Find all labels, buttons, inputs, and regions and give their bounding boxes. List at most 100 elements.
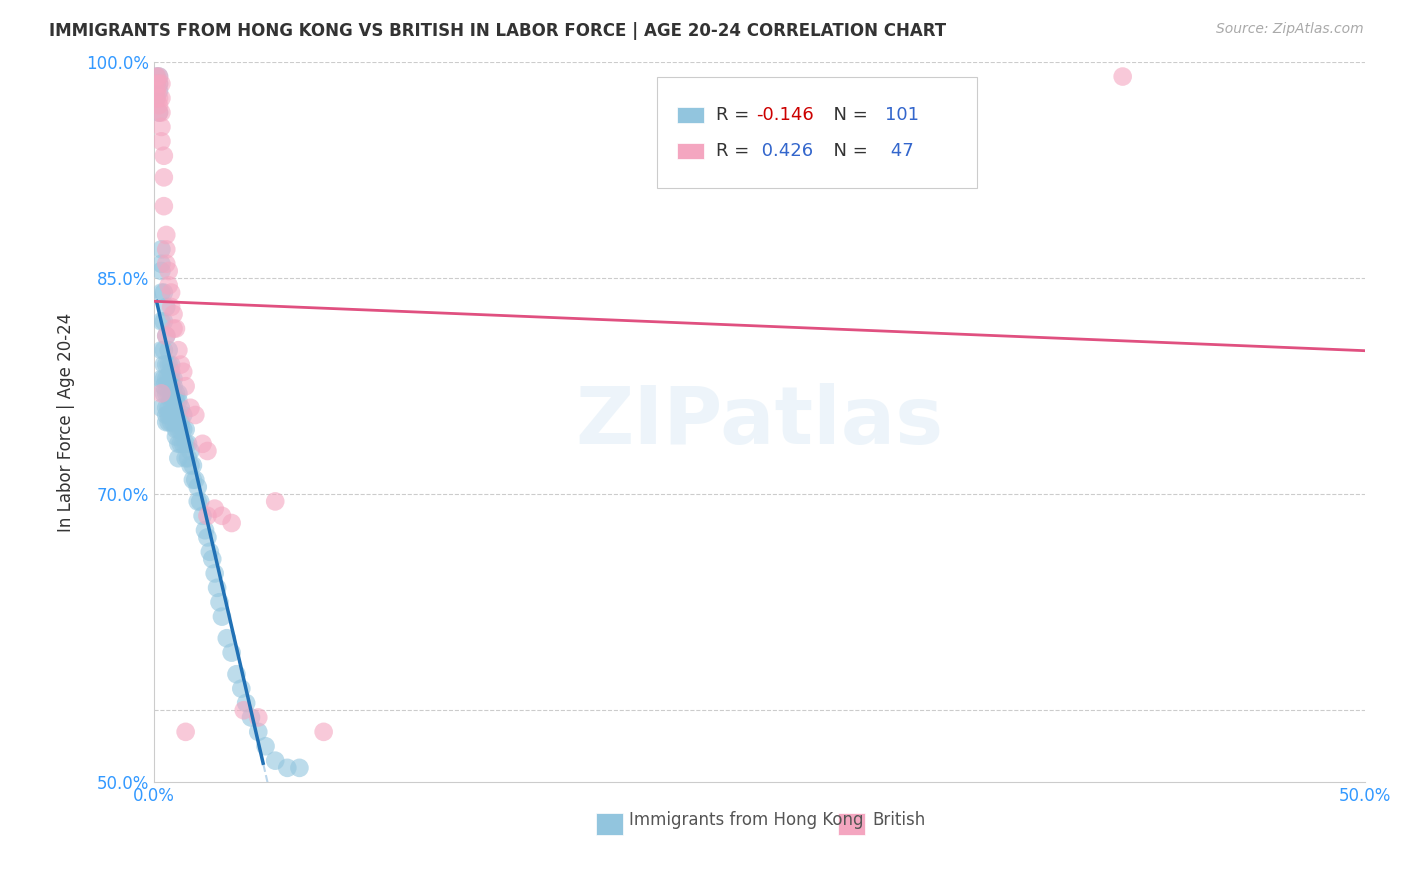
Point [148, 91, 170, 105]
Point [148, 105, 170, 120]
Point [150, 372, 173, 386]
Point [162, 372, 184, 386]
Point [172, 365, 194, 379]
Point [211, 508, 233, 523]
Point [150, 264, 173, 278]
FancyBboxPatch shape [657, 77, 977, 188]
Point [162, 386, 184, 401]
Point [160, 358, 183, 372]
Text: R =: R = [716, 106, 755, 124]
Point [150, 343, 173, 358]
Point [160, 386, 183, 401]
Point [153, 170, 176, 185]
Point [177, 451, 200, 466]
Point [157, 278, 180, 293]
FancyBboxPatch shape [596, 814, 623, 835]
Point [165, 422, 187, 436]
Point [194, 523, 217, 537]
FancyBboxPatch shape [678, 107, 704, 122]
Point [197, 444, 219, 458]
Point [155, 328, 177, 343]
Point [157, 386, 180, 401]
Point [172, 437, 194, 451]
Point [188, 494, 211, 508]
FancyBboxPatch shape [678, 143, 704, 159]
Text: 0.426: 0.426 [756, 142, 813, 160]
Point [153, 285, 176, 300]
Point [145, 84, 167, 98]
Point [174, 451, 197, 466]
Point [181, 473, 204, 487]
Point [148, 77, 170, 91]
Point [150, 120, 173, 134]
Point [150, 314, 173, 328]
Point [1111, 70, 1133, 84]
Point [167, 422, 190, 436]
Point [155, 358, 177, 372]
Point [247, 710, 270, 724]
Point [148, 70, 170, 84]
Point [160, 300, 183, 314]
Point [205, 581, 228, 595]
Point [155, 300, 177, 314]
Point [276, 761, 298, 775]
Point [172, 408, 194, 422]
Point [145, 70, 167, 84]
Point [162, 415, 184, 429]
Point [150, 134, 173, 148]
Point [162, 307, 184, 321]
Point [167, 386, 190, 401]
Point [172, 422, 194, 436]
Point [153, 314, 176, 328]
Text: 47: 47 [886, 142, 914, 160]
Point [145, 91, 167, 105]
Point [157, 264, 180, 278]
Point [167, 437, 190, 451]
Point [215, 632, 238, 646]
Point [150, 105, 173, 120]
Point [191, 437, 214, 451]
Point [162, 379, 184, 393]
Point [150, 257, 173, 271]
Point [208, 595, 231, 609]
Point [153, 199, 176, 213]
Point [167, 343, 190, 358]
Point [157, 343, 180, 358]
Point [312, 724, 335, 739]
Point [177, 437, 200, 451]
Point [150, 91, 173, 105]
Point [187, 494, 209, 508]
Point [170, 415, 193, 429]
Point [201, 552, 224, 566]
Point [160, 393, 183, 408]
Point [165, 429, 187, 443]
Point [160, 365, 183, 379]
Point [181, 458, 204, 473]
Text: 101: 101 [886, 106, 920, 124]
Point [167, 408, 190, 422]
Point [204, 566, 226, 581]
Point [204, 501, 226, 516]
Point [150, 77, 173, 91]
Point [155, 328, 177, 343]
Text: -0.146: -0.146 [756, 106, 814, 124]
Point [148, 84, 170, 98]
Point [170, 401, 193, 415]
Point [155, 243, 177, 257]
Text: Immigrants from Hong Kong: Immigrants from Hong Kong [628, 811, 863, 829]
Point [179, 401, 201, 415]
Point [153, 379, 176, 393]
Point [288, 761, 311, 775]
Point [179, 444, 201, 458]
Y-axis label: In Labor Force | Age 20-24: In Labor Force | Age 20-24 [58, 312, 75, 532]
Text: ZIPatlas: ZIPatlas [575, 384, 943, 461]
Point [157, 372, 180, 386]
Point [150, 243, 173, 257]
Point [235, 696, 257, 710]
Point [153, 358, 176, 372]
Point [240, 710, 263, 724]
Point [184, 408, 207, 422]
Point [160, 285, 183, 300]
Point [170, 437, 193, 451]
Point [170, 422, 193, 436]
